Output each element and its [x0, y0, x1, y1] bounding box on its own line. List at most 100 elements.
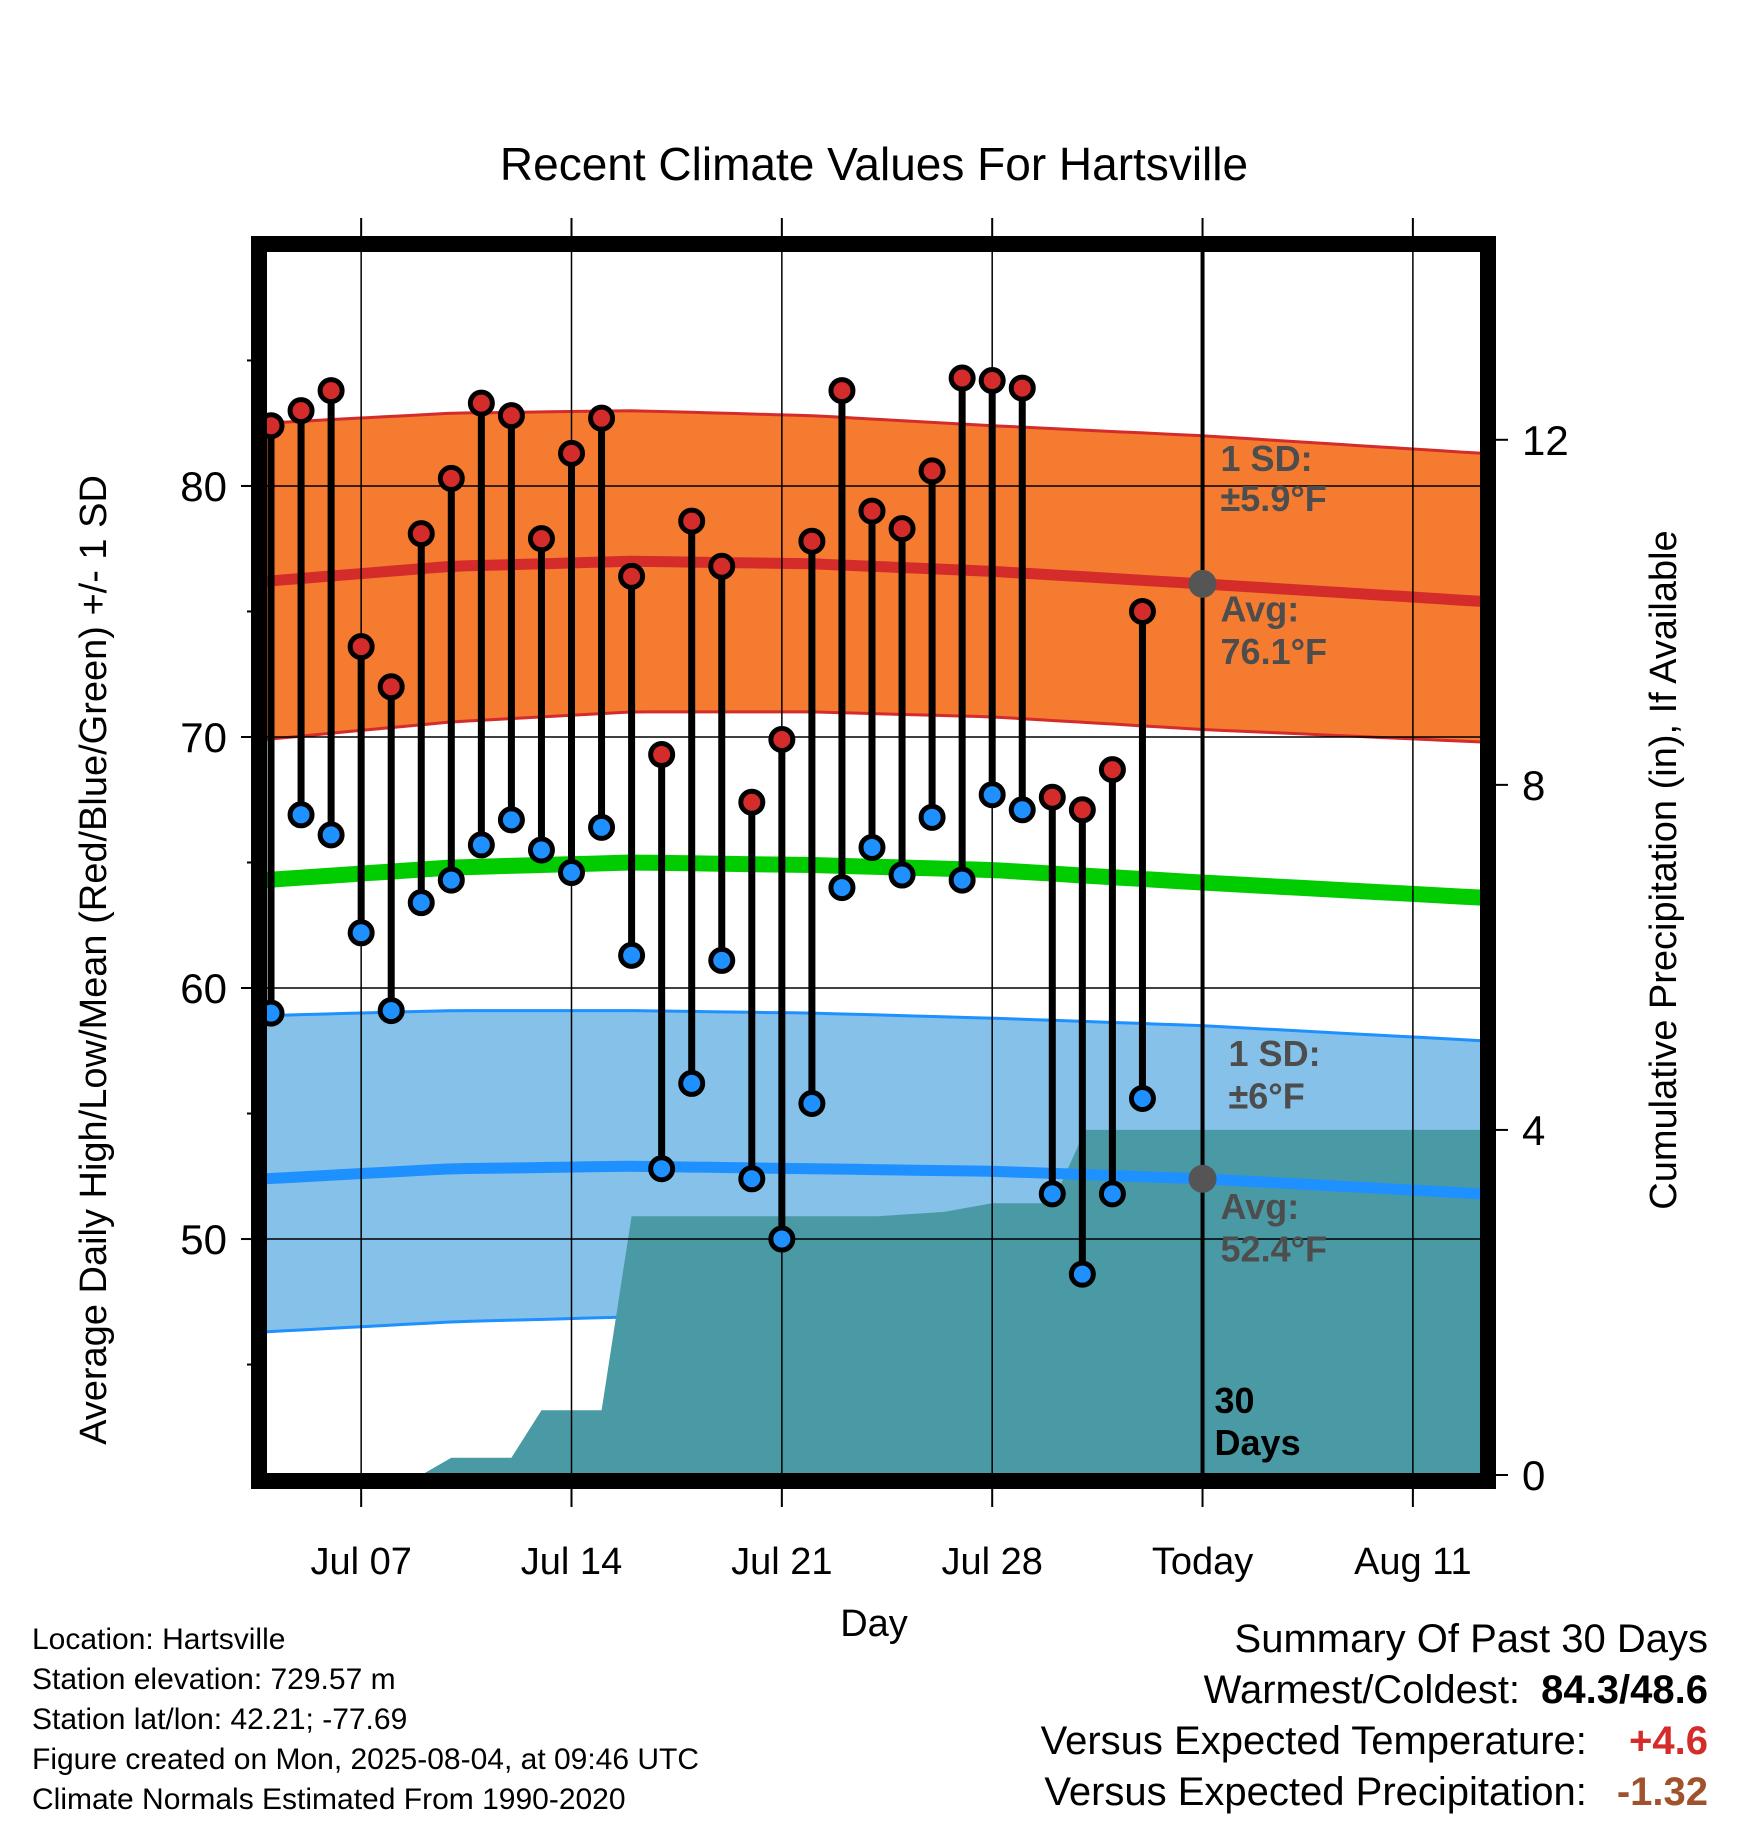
created-text: Figure created on Mon, 2025-08-04, at 09… [32, 1743, 700, 1776]
summary-title: Summary Of Past 30 Days [1234, 1617, 1708, 1661]
daily-low-marker [648, 1155, 676, 1183]
mean-line [264, 854, 1483, 906]
daily-low-marker [1038, 1180, 1066, 1208]
high-avg-label: Avg: [1221, 589, 1300, 630]
high-sd-label: 1 SD: [1221, 438, 1313, 479]
x-tick-label: Jul 21 [731, 1541, 832, 1583]
daily-low-marker [377, 997, 405, 1025]
daily-low-marker [738, 1165, 766, 1193]
daily-low-marker [888, 861, 916, 889]
daily-low-marker [918, 803, 946, 831]
warm-cold-label: Warmest/Coldest: [1203, 1668, 1521, 1712]
daily-high-marker [798, 527, 826, 555]
low-sd-label: 1 SD: [1229, 1033, 1321, 1074]
low-sd-value: ±6°F [1229, 1076, 1305, 1117]
window-label-unit: Days [1215, 1422, 1301, 1463]
y-right-tick-label: 0 [1522, 1452, 1545, 1499]
daily-low-marker [558, 859, 586, 887]
low-sd-upper-line [264, 1009, 1483, 1043]
y-right-tick-label: 12 [1522, 417, 1569, 464]
plot-frame [251, 236, 1496, 1489]
daily-high-marker [768, 725, 796, 753]
low-avg-value: 52.4°F [1221, 1229, 1327, 1270]
daily-low-marker [768, 1225, 796, 1253]
y-left-tick-label: 80 [180, 463, 227, 510]
daily-high-marker [1038, 783, 1066, 811]
precip-departure-value: -1.32 [1616, 1770, 1708, 1814]
daily-low-marker [1098, 1180, 1126, 1208]
x-tick-label: Jul 28 [941, 1541, 1042, 1583]
daily-low-marker [858, 833, 886, 861]
daily-low-marker [1008, 796, 1036, 824]
daily-high-marker [347, 633, 375, 661]
location-text: Location: Hartsville [32, 1623, 286, 1656]
daily-low-marker [347, 919, 375, 947]
daily-high-marker [467, 389, 495, 417]
daily-low-marker [437, 866, 465, 894]
warm-cold-value: 84.3/48.6 [1541, 1668, 1708, 1712]
high-avg-value: 76.1°F [1221, 631, 1327, 672]
low-avg-label: Avg: [1221, 1186, 1300, 1227]
y-axis-left-label: Average Daily High/Low/Mean (Red/Blue/Gr… [73, 475, 115, 1445]
normals-text: Climate Normals Estimated From 1990-2020 [32, 1783, 626, 1816]
y-right-tick-label: 8 [1522, 762, 1545, 809]
daily-low-marker [527, 836, 555, 864]
daily-high-marker [437, 464, 465, 492]
daily-low-marker [407, 889, 435, 917]
daily-low-marker [948, 866, 976, 894]
daily-low-marker [317, 821, 345, 849]
daily-low-marker [467, 831, 495, 859]
daily-high-marker [918, 457, 946, 485]
daily-high-marker [1128, 597, 1156, 625]
x-tick-label: Today [1152, 1541, 1253, 1583]
daily-high-marker [527, 525, 555, 553]
daily-low-marker [828, 874, 856, 902]
daily-low-marker [1068, 1260, 1096, 1288]
daily-low-marker [588, 813, 616, 841]
today-low-avg-marker [1188, 1164, 1217, 1193]
daily-high-marker [1008, 374, 1036, 402]
daily-high-marker [888, 515, 916, 543]
precipitation-area [265, 1129, 1482, 1475]
y-left-tick-label: 50 [180, 1216, 227, 1263]
y-left-tick-label: 70 [180, 714, 227, 761]
daily-high-marker [828, 377, 856, 405]
station-info: Location: Hartsville Station elevation: … [32, 1620, 699, 1820]
low-avg-line [264, 1160, 1483, 1200]
x-axis-label: Day [840, 1603, 908, 1645]
high-sd-value: ±5.9°F [1221, 478, 1327, 519]
daily-high-marker [377, 673, 405, 701]
temp-departure-label: Versus Expected Temperature: [1040, 1719, 1587, 1763]
daily-high-marker [317, 377, 345, 405]
daily-low-marker [678, 1069, 706, 1097]
daily-high-marker [588, 404, 616, 432]
high-sd-upper-line [264, 409, 1483, 455]
precip-departure-label: Versus Expected Precipitation: [1044, 1770, 1587, 1814]
daily-high-marker [708, 552, 736, 580]
daily-high-marker [648, 741, 676, 769]
today-high-avg-marker [1188, 569, 1217, 598]
daily-low-marker [1128, 1084, 1156, 1112]
window-label-number: 30 [1215, 1380, 1255, 1421]
daily-high-marker [978, 367, 1006, 395]
x-tick-label: Jul 07 [310, 1541, 411, 1583]
x-tick-label: Jul 14 [521, 1541, 622, 1583]
daily-high-marker [497, 402, 525, 430]
latlon-text: Station lat/lon: 42.21; -77.69 [32, 1703, 408, 1736]
chart-title: Recent Climate Values For Hartsville [500, 138, 1248, 190]
daily-high-marker [1068, 796, 1096, 824]
y-right-tick-label: 4 [1522, 1107, 1545, 1154]
daily-high-marker [618, 562, 646, 590]
daily-high-marker [407, 520, 435, 548]
daily-low-marker [287, 801, 315, 829]
daily-high-marker [558, 439, 586, 467]
summary-panel: Summary Of Past 30 Days Warmest/Coldest:… [1041, 1614, 1708, 1818]
daily-low-marker [708, 946, 736, 974]
daily-high-marker [948, 364, 976, 392]
daily-high-marker [287, 397, 315, 425]
elevation-text: Station elevation: 729.57 m [32, 1663, 396, 1696]
daily-low-marker [798, 1089, 826, 1117]
daily-low-marker [497, 806, 525, 834]
